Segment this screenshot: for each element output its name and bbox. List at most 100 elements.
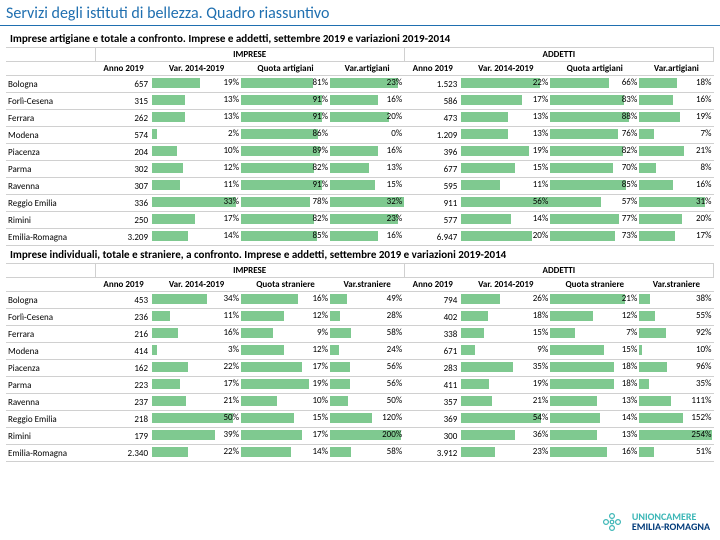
bar-cell: 8%	[639, 161, 713, 178]
header-group: IMPRESE	[95, 48, 404, 62]
footer-line2: EMILIA-ROMAGNA	[632, 522, 710, 532]
data-table: IMPRESE ADDETTI Anno 2019Var. 2014-2019Q…	[6, 263, 714, 462]
value-cell: 3.209	[95, 229, 152, 246]
col-header: Quota straniere	[241, 278, 330, 292]
bar-cell: 15%	[241, 411, 330, 428]
value-cell: 315	[95, 93, 152, 110]
bar-cell: 23%	[330, 212, 404, 229]
bar-cell: 19%	[639, 110, 713, 127]
table-row: Emilia-Romagna 3.209 14% 85% 16% 6.947 2…	[6, 229, 714, 246]
footer-logo: UNIONCAMERE EMILIA-ROMAGNA	[600, 510, 710, 534]
value-cell: 302	[95, 161, 152, 178]
bar-cell: 14%	[152, 229, 241, 246]
table-row: Bologna 453 34% 16% 49% 794 26% 21% 38%	[6, 292, 714, 309]
value-cell: 1.523	[404, 76, 461, 93]
bar-cell: 7%	[639, 127, 713, 144]
value-cell: 453	[95, 292, 152, 309]
bar-cell: 91%	[241, 178, 330, 195]
bar-cell: 15%	[550, 343, 639, 360]
bar-cell: 12%	[152, 161, 241, 178]
bar-cell: 21%	[550, 292, 639, 309]
header-group: ADDETTI	[404, 48, 713, 62]
bar-cell: 83%	[550, 93, 639, 110]
bar-cell: 13%	[152, 93, 241, 110]
row-name: Emilia-Romagna	[6, 445, 95, 462]
bar-cell: 15%	[330, 178, 404, 195]
bar-cell: 82%	[550, 144, 639, 161]
bar-cell: 55%	[639, 309, 713, 326]
bar-cell: 17%	[152, 212, 241, 229]
bar-cell: 56%	[461, 195, 550, 212]
table-row: Parma 302 12% 82% 13% 677 15% 70% 8%	[6, 161, 714, 178]
value-cell: 411	[404, 377, 461, 394]
value-cell: 204	[95, 144, 152, 161]
bar-cell: 89%	[241, 144, 330, 161]
bar-cell: 22%	[152, 360, 241, 377]
row-name: Parma	[6, 161, 95, 178]
bar-cell: 49%	[330, 292, 404, 309]
value-cell: 1.209	[404, 127, 461, 144]
row-name: Rimini	[6, 212, 95, 229]
col-header: Quota artigiani	[241, 62, 330, 76]
bar-cell: 16%	[241, 292, 330, 309]
bar-cell: 111%	[639, 394, 713, 411]
value-cell: 283	[404, 360, 461, 377]
bar-cell: 28%	[330, 309, 404, 326]
bar-cell: 54%	[461, 411, 550, 428]
bar-cell: 11%	[461, 178, 550, 195]
bar-cell: 82%	[241, 161, 330, 178]
value-cell: 262	[95, 110, 152, 127]
bar-cell: 96%	[639, 360, 713, 377]
value-cell: 586	[404, 93, 461, 110]
value-cell: 237	[95, 394, 152, 411]
table-row: Piacenza 204 10% 89% 16% 396 19% 82% 21%	[6, 144, 714, 161]
section-subtitle: Imprese artigiane e totale a confronto. …	[0, 30, 720, 47]
value-cell: 223	[95, 377, 152, 394]
bar-cell: 13%	[550, 428, 639, 445]
bar-cell: 58%	[330, 445, 404, 462]
bar-cell: 86%	[241, 127, 330, 144]
bar-cell: 36%	[461, 428, 550, 445]
bar-cell: 10%	[152, 144, 241, 161]
row-name: Forlì-Cesena	[6, 93, 95, 110]
bar-cell: 152%	[639, 411, 713, 428]
value-cell: 577	[404, 212, 461, 229]
bar-cell: 56%	[330, 377, 404, 394]
bar-cell: 73%	[550, 229, 639, 246]
bar-cell: 14%	[461, 212, 550, 229]
bar-cell: 16%	[330, 144, 404, 161]
bar-cell: 9%	[461, 343, 550, 360]
bar-cell: 120%	[330, 411, 404, 428]
bar-cell: 15%	[461, 161, 550, 178]
bar-cell: 18%	[639, 76, 713, 93]
row-name: Forlì-Cesena	[6, 309, 95, 326]
bar-cell: 66%	[550, 76, 639, 93]
col-header: Quota straniere	[550, 278, 639, 292]
table-row: Ferrara 262 13% 91% 20% 473 13% 88% 19%	[6, 110, 714, 127]
value-cell: 657	[95, 76, 152, 93]
bar-cell: 17%	[152, 377, 241, 394]
bar-cell: 23%	[330, 76, 404, 93]
col-header: Quota artigiani	[550, 62, 639, 76]
header-group: IMPRESE	[95, 264, 404, 278]
bar-cell: 2%	[152, 127, 241, 144]
value-cell: 3.912	[404, 445, 461, 462]
bar-cell: 82%	[241, 212, 330, 229]
col-header: Var.artigiani	[639, 62, 713, 76]
table-row: Ravenna 307 11% 91% 15% 595 11% 85% 16%	[6, 178, 714, 195]
bar-cell: 21%	[152, 394, 241, 411]
row-name: Emilia-Romagna	[6, 229, 95, 246]
value-cell: 369	[404, 411, 461, 428]
bar-cell: 24%	[330, 343, 404, 360]
data-table: IMPRESE ADDETTI Anno 2019Var. 2014-2019Q…	[6, 47, 714, 246]
row-name: Bologna	[6, 76, 95, 93]
table-row: Reggio Emilia 336 33% 78% 32% 911 56% 57…	[6, 195, 714, 212]
unioncamere-icon	[600, 510, 624, 534]
col-header: Var. 2014-2019	[461, 278, 550, 292]
bar-cell: 17%	[639, 229, 713, 246]
bar-cell: 58%	[330, 326, 404, 343]
bar-cell: 39%	[152, 428, 241, 445]
value-cell: 595	[404, 178, 461, 195]
bar-cell: 20%	[639, 212, 713, 229]
bar-cell: 3%	[152, 343, 241, 360]
